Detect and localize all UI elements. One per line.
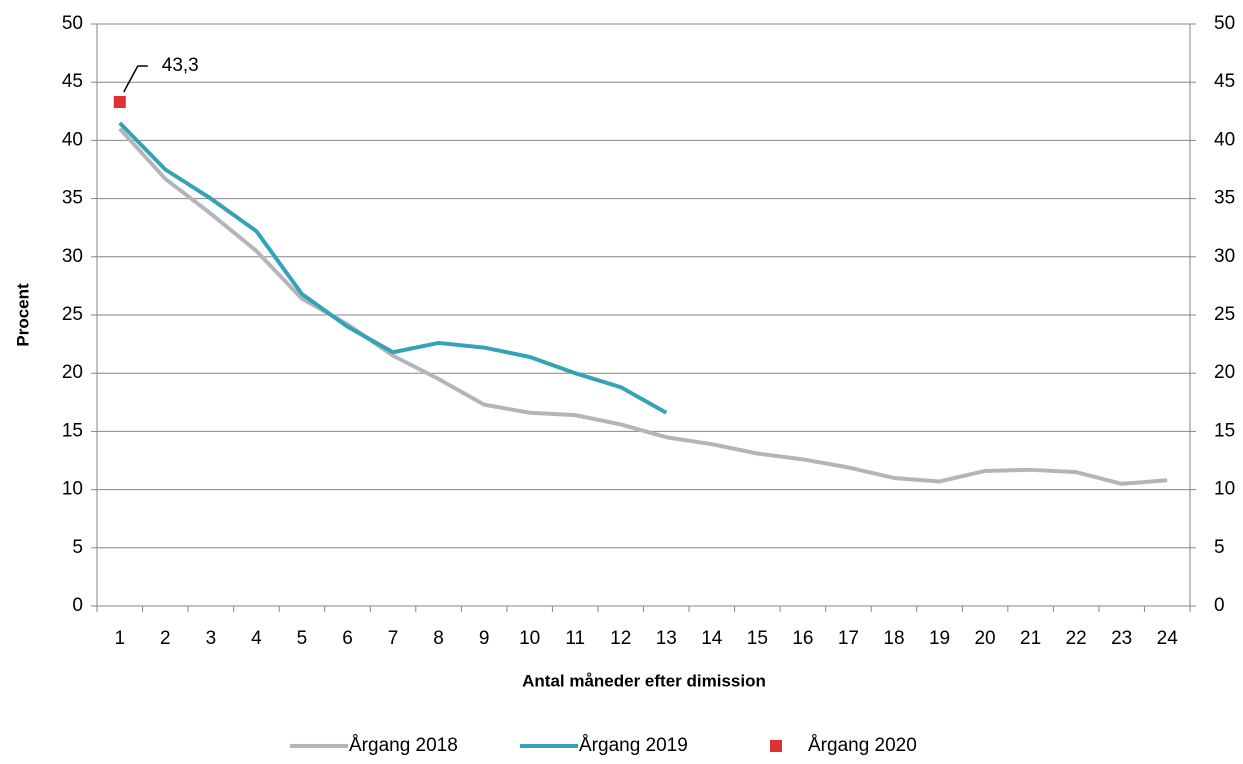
x-axis-label: Antal måneder efter dimission xyxy=(522,671,766,690)
y2-tick-label: 5 xyxy=(1214,537,1225,558)
x-tick-label: 20 xyxy=(974,628,995,649)
x-tick-label: 2 xyxy=(160,628,171,649)
x-tick-label: 6 xyxy=(342,628,353,649)
x-tick-label: 17 xyxy=(838,628,859,649)
x-tick-label: 12 xyxy=(610,628,631,649)
legend-label: Årgang 2019 xyxy=(579,735,688,756)
x-tick-label: 8 xyxy=(433,628,444,649)
x-tick-label: 21 xyxy=(1020,628,1041,649)
x-tick-label: 11 xyxy=(565,628,585,649)
x-tick-label: 14 xyxy=(701,628,723,649)
x-tick-label: 22 xyxy=(1066,628,1087,649)
data-label: 43,3 xyxy=(162,55,199,76)
y2-tick-label: 10 xyxy=(1214,479,1235,500)
y2-tick-label: 45 xyxy=(1214,71,1235,92)
y-tick-label: 20 xyxy=(62,362,83,383)
x-tick-label: 18 xyxy=(883,628,904,649)
y2-tick-label: 30 xyxy=(1214,246,1235,267)
x-tick-label: 9 xyxy=(479,628,490,649)
y-axis-label: Procent xyxy=(13,283,32,347)
y-tick-label: 10 xyxy=(62,479,83,500)
x-tick-label: 15 xyxy=(747,628,768,649)
y2-tick-label: 0 xyxy=(1214,595,1225,616)
y-tick-label: 40 xyxy=(62,129,83,150)
y-tick-label: 30 xyxy=(62,246,83,267)
y-tick-label: 35 xyxy=(62,188,83,209)
x-tick-label: 3 xyxy=(206,628,217,649)
y2-tick-label: 50 xyxy=(1214,13,1235,34)
x-tick-label: 7 xyxy=(388,628,399,649)
series-line xyxy=(118,127,1168,486)
y-tick-label: 25 xyxy=(62,304,83,325)
x-tick-label: 1 xyxy=(114,628,125,649)
x-tick-label: 5 xyxy=(297,628,308,649)
x-tick-label: 19 xyxy=(929,628,950,649)
series-line xyxy=(118,121,668,415)
y2-tick-label: 25 xyxy=(1214,304,1235,325)
leader-line xyxy=(123,65,148,93)
y2-tick-label: 35 xyxy=(1214,188,1235,209)
y-tick-label: 45 xyxy=(62,71,83,92)
legend-marker xyxy=(770,740,782,752)
x-tick-label: 4 xyxy=(251,628,262,649)
x-tick-label: 13 xyxy=(656,628,677,649)
y-tick-label: 5 xyxy=(72,537,83,558)
marker xyxy=(113,95,126,108)
y-tick-label: 50 xyxy=(62,13,83,34)
x-tick-label: 16 xyxy=(792,628,813,649)
y2-tick-label: 20 xyxy=(1214,362,1235,383)
y-tick-label: 0 xyxy=(72,595,83,616)
x-tick-label: 24 xyxy=(1157,628,1179,649)
x-tick-label: 23 xyxy=(1111,628,1132,649)
legend-label: Årgang 2018 xyxy=(349,735,458,756)
y2-tick-label: 15 xyxy=(1214,420,1235,441)
x-tick-label: 10 xyxy=(519,628,540,649)
y2-tick-label: 40 xyxy=(1214,129,1235,150)
legend-label: Årgang 2020 xyxy=(808,735,917,756)
y-tick-label: 15 xyxy=(62,420,83,441)
